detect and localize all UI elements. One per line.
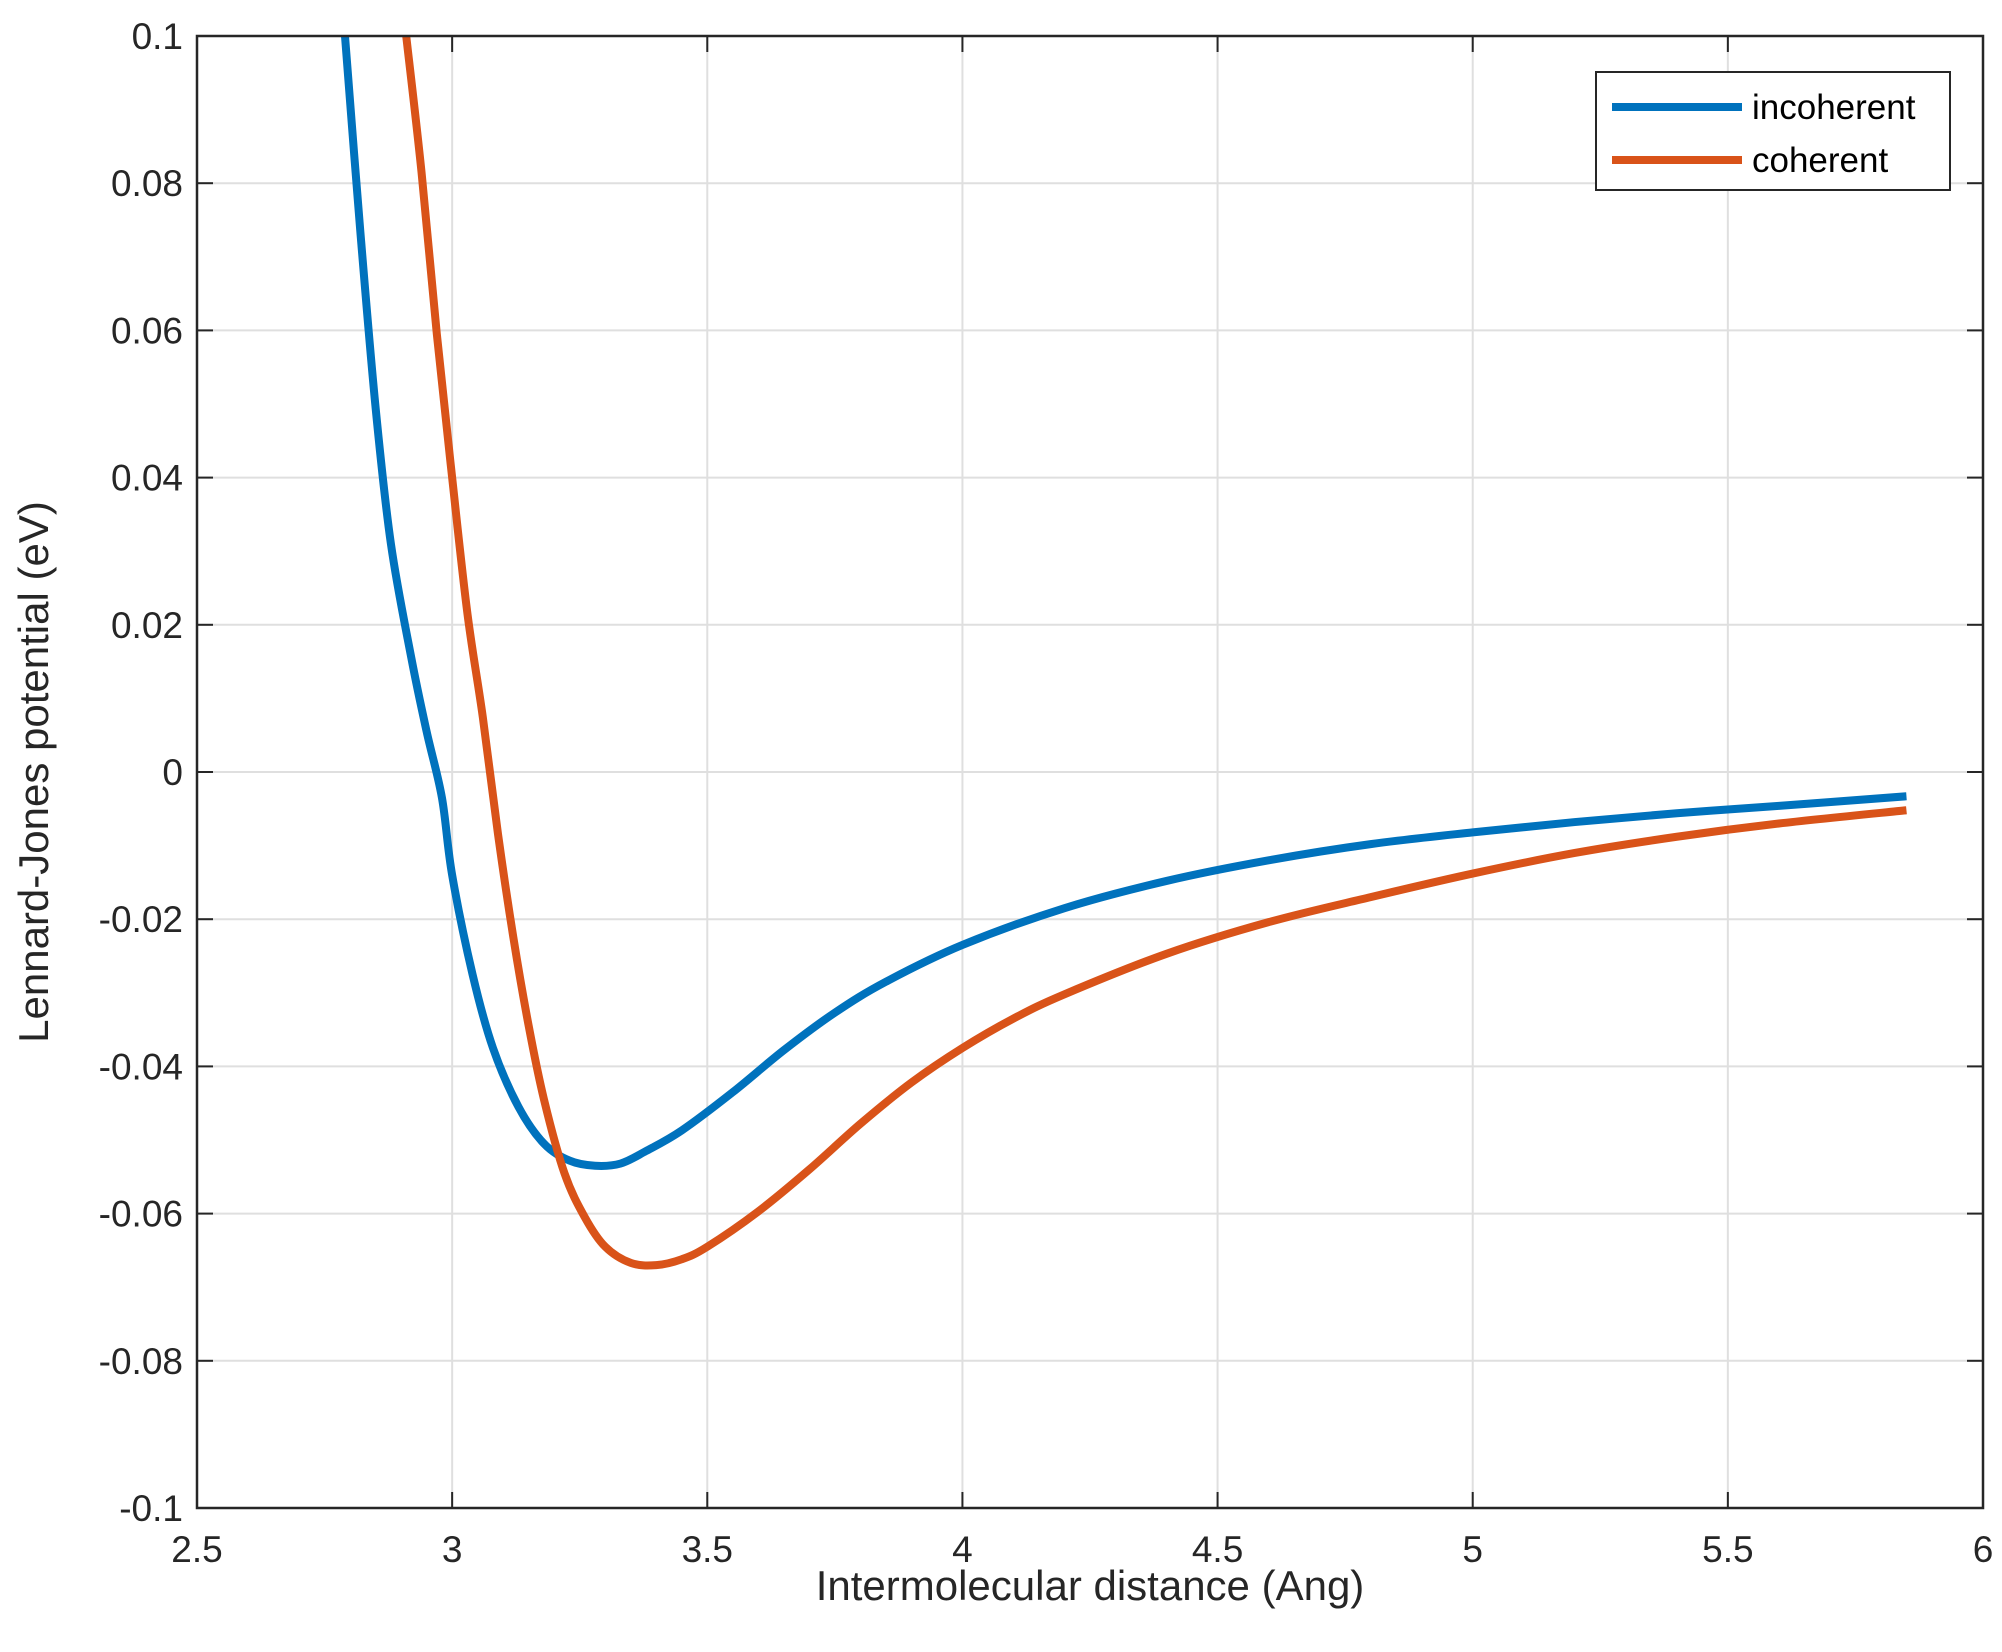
y-tick-label: 0.08 — [111, 163, 183, 204]
legend-label-incoherent: incoherent — [1752, 88, 1916, 127]
series-line-coherent — [402, 36, 1907, 1270]
y-tick-label: 0 — [162, 752, 183, 793]
y-tick-label: 0.04 — [111, 458, 183, 499]
x-tick-label: 3 — [442, 1529, 463, 1570]
y-tick-label: -0.02 — [99, 899, 183, 940]
x-tick-label: 3.5 — [682, 1529, 733, 1570]
series-line-incoherent — [340, 36, 1907, 1170]
x-tick-label: 2.5 — [171, 1529, 222, 1570]
y-tick-label: -0.08 — [99, 1341, 183, 1382]
x-tick-label: 4 — [952, 1529, 973, 1570]
x-tick-label: 5.5 — [1702, 1529, 1753, 1570]
y-tick-label: 0.1 — [132, 16, 183, 57]
x-tick-label: 5 — [1462, 1529, 1483, 1570]
grid — [197, 36, 1983, 1508]
y-tick-label: -0.1 — [119, 1488, 183, 1529]
y-tick-label: -0.06 — [99, 1194, 183, 1235]
y-axis-title: Lennard-Jones potential (eV) — [10, 501, 57, 1043]
legend: incoherent coherent — [1595, 71, 1951, 191]
y-tick-label: 0.06 — [111, 310, 183, 351]
tick-labels: 2.5 3 3.5 4 4.5 5 5.5 6 -0.1 -0.08 -0.06 -0.04 -0.02… — [99, 16, 1994, 1570]
axes — [195, 34, 1985, 1510]
legend-label-coherent: coherent — [1752, 141, 1888, 180]
y-tick-label: 0.02 — [111, 605, 183, 646]
y-tick-label: -0.04 — [99, 1046, 183, 1087]
x-axis-title: Intermolecular distance (Ang) — [816, 1562, 1365, 1609]
x-tick-label: 6 — [1973, 1529, 1994, 1570]
series-layer — [340, 36, 1907, 1270]
x-tick-label: 4.5 — [1192, 1529, 1243, 1570]
legend-box — [1595, 71, 1951, 191]
